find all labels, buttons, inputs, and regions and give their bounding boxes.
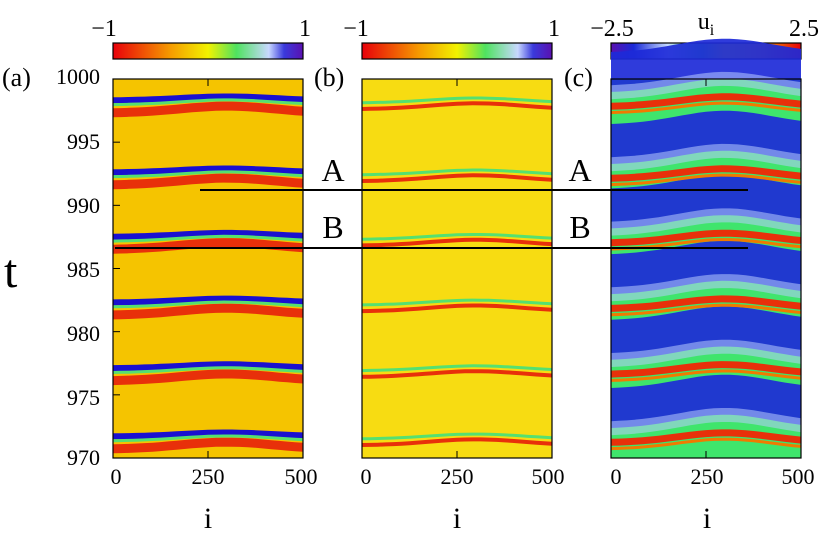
heatmap-band-blue [113,295,303,306]
colorbar-c-title: ui [698,9,715,39]
colorbar-a-max: 1 [299,16,311,42]
x-tick-label: 0 [111,464,122,489]
panel-label-a: (a) [2,63,31,92]
heatmap-band-red [611,165,801,182]
heatmap-band-red [362,173,552,183]
y-tick-label: 1000 [56,64,100,89]
heatmap-band-orange [611,101,801,115]
heatmap-panel-c [610,38,802,459]
heatmap-band-orange [611,303,801,317]
x-axis-label-a: i [204,502,212,535]
heatmap-band-green [362,233,552,241]
colorbar-a: −1 1 [91,16,311,60]
colorbar-a-gradient [112,42,304,60]
heatmap-band-blue [113,429,303,440]
heatmap-band-blue [113,93,303,104]
heatmap-band-red [611,429,801,446]
heatmap-band-green [113,234,303,243]
heatmap-band-red [113,303,303,320]
heatmap-band-halo [611,208,801,236]
heatmap-band-red [362,369,552,379]
x-axis-label-b: i [453,502,461,535]
heatmap-band-green [113,98,303,107]
x-tick-labels-a: 0 250 500 [111,464,318,489]
x-tick-labels-b: 0 250 500 [361,464,565,489]
heatmap-band-orange [611,369,801,382]
heatmap-background [113,79,303,458]
heatmap-band-green [362,168,552,177]
heatmap-band-blue [113,229,303,240]
colorbar-b-gradient [361,42,553,60]
heatmap-band-red [113,238,303,254]
colorbar-b: −1 1 [343,16,560,60]
y-tick-label: 985 [67,257,100,282]
heatmap-band-red [611,361,801,378]
heatmap-band-halo [611,339,801,367]
heatmap-band-red [113,101,303,118]
heatmap-band-halo [611,143,801,172]
y-tick-label: 970 [67,445,100,470]
annotation-a-right: A [568,152,591,188]
heatmap-band-red [611,295,801,312]
heatmap-band-green [362,364,552,373]
heatmap-band-orange [611,437,801,451]
heatmap-band-green [362,298,552,307]
x-tick-label: 250 [441,464,474,489]
heatmap-band-red [611,229,801,247]
heatmap-band-green [113,366,303,374]
x-tick-label: 500 [285,464,318,489]
x-axis-label-c: i [703,502,711,535]
heatmap-band-green [362,432,552,441]
annotation-a-left: A [321,152,344,188]
colorbar-a-min: −1 [91,16,117,42]
heatmap-band-red [113,173,303,190]
annotation-b-right: B [569,209,590,245]
y-axis-label: t [4,245,18,298]
colorbar-c-max: 2.5 [789,16,819,42]
panel-label-b: (b) [314,63,344,92]
heatmap-panel-a [112,78,304,459]
y-tick-labels: 1000 995 990 985 980 975 970 [56,64,100,470]
heatmap-panel-b [361,78,553,459]
x-tick-label: 0 [611,464,622,489]
colorbar-c-min: −2.5 [590,16,634,42]
heatmap-band-blue [113,165,303,176]
heatmap-band-halo [611,408,801,436]
x-tick-label: 500 [782,464,815,489]
x-tick-label: 500 [532,464,565,489]
heatmap-band-red [362,101,552,111]
x-tick-label: 0 [361,464,372,489]
y-tick-label: 975 [67,385,100,410]
heatmap-band-red [113,437,303,454]
heatmap-band-red [362,437,552,447]
heatmap-band-green [362,96,552,105]
annotation-b-left: B [322,209,343,245]
heatmap-band-green [113,300,303,309]
heatmap-band-red [362,303,552,314]
heatmap-band-halo [611,274,801,302]
heatmap-band-red [113,369,303,386]
y-tick-label: 980 [67,321,100,346]
y-tick-label: 990 [67,193,100,218]
heatmap-band-green [113,170,303,179]
colorbar-b-min: −1 [343,16,369,42]
heatmap-band-red [362,237,552,248]
heatmap-band-blue [113,361,303,372]
colorbar-b-max: 1 [548,16,560,42]
heatmap-band-orange [611,173,801,187]
heatmap-band-red [611,93,801,110]
x-tick-labels-c: 0 250 500 [611,464,815,489]
panel-label-c: (c) [564,63,593,92]
heatmap-band-green [113,434,303,443]
heatmap-background [362,79,552,458]
y-tick-label: 995 [67,129,100,154]
x-tick-label: 250 [192,464,225,489]
x-tick-label: 250 [691,464,724,489]
